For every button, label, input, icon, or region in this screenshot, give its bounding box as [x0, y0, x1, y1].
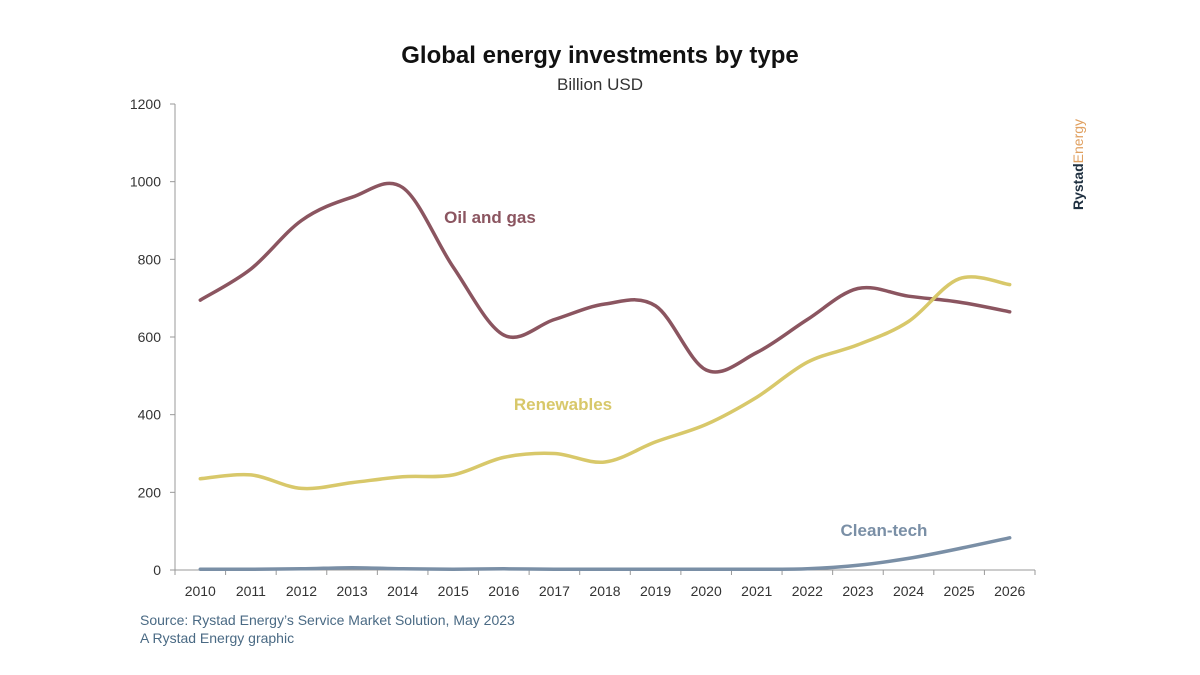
x-tick-label: 2013 [336, 583, 367, 599]
x-tick-label: 2023 [842, 583, 873, 599]
series-line-renewables [198, 275, 1012, 491]
x-tick-label: 2022 [792, 583, 823, 599]
chart-subtitle: Billion USD [557, 75, 643, 94]
y-tick-label: 0 [153, 562, 161, 578]
x-tick-label: 2017 [539, 583, 570, 599]
source-note: Source: Rystad Energy’s Service Market S… [140, 612, 515, 628]
x-axis: 2010 2011 2012 2013 2014 2015 2016 2017 2018 2019… [174, 569, 1036, 599]
x-tick-label: 2026 [994, 583, 1025, 599]
y-axis: 0 200 400 600 800 1000 1200 [130, 96, 176, 578]
x-tick-label: 2018 [589, 583, 620, 599]
series-lines [198, 181, 1012, 572]
y-tick-label: 800 [138, 251, 162, 267]
x-tick-label: 2015 [438, 583, 469, 599]
y-tick-label: 1200 [130, 96, 161, 112]
x-tick-label: 2020 [691, 583, 722, 599]
series-line-clean-tech [198, 536, 1012, 572]
rystad-logo: RystadEnergy [1070, 119, 1086, 210]
x-tick-label: 2014 [387, 583, 418, 599]
y-tick-label: 200 [138, 484, 162, 500]
series-label-clean-tech: Clean-tech [841, 521, 928, 540]
x-tick-label: 2016 [488, 583, 519, 599]
y-tick-label: 1000 [130, 174, 161, 190]
series-line-oil-and-gas [198, 181, 1012, 374]
series-label-renewables: Renewables [514, 395, 612, 414]
series-labels: Oil and gas Renewables Clean-tech [444, 208, 927, 540]
x-tick-label: 2010 [185, 583, 216, 599]
x-tick-label: 2025 [944, 583, 975, 599]
series-label-oil-and-gas: Oil and gas [444, 208, 536, 227]
credit-note: A Rystad Energy graphic [140, 630, 295, 646]
x-tick-label: 2011 [236, 583, 266, 599]
logo-part-rystad: Rystad [1070, 163, 1086, 210]
chart-title: Global energy investments by type [401, 42, 799, 69]
x-tick-label: 2024 [893, 583, 924, 599]
x-tick-label: 2021 [741, 583, 772, 599]
y-tick-label: 600 [138, 329, 162, 345]
logo-part-energy: Energy [1070, 118, 1086, 164]
y-tick-label: 400 [138, 407, 162, 423]
x-tick-label: 2019 [640, 583, 671, 599]
x-tick-label: 2012 [286, 583, 317, 599]
